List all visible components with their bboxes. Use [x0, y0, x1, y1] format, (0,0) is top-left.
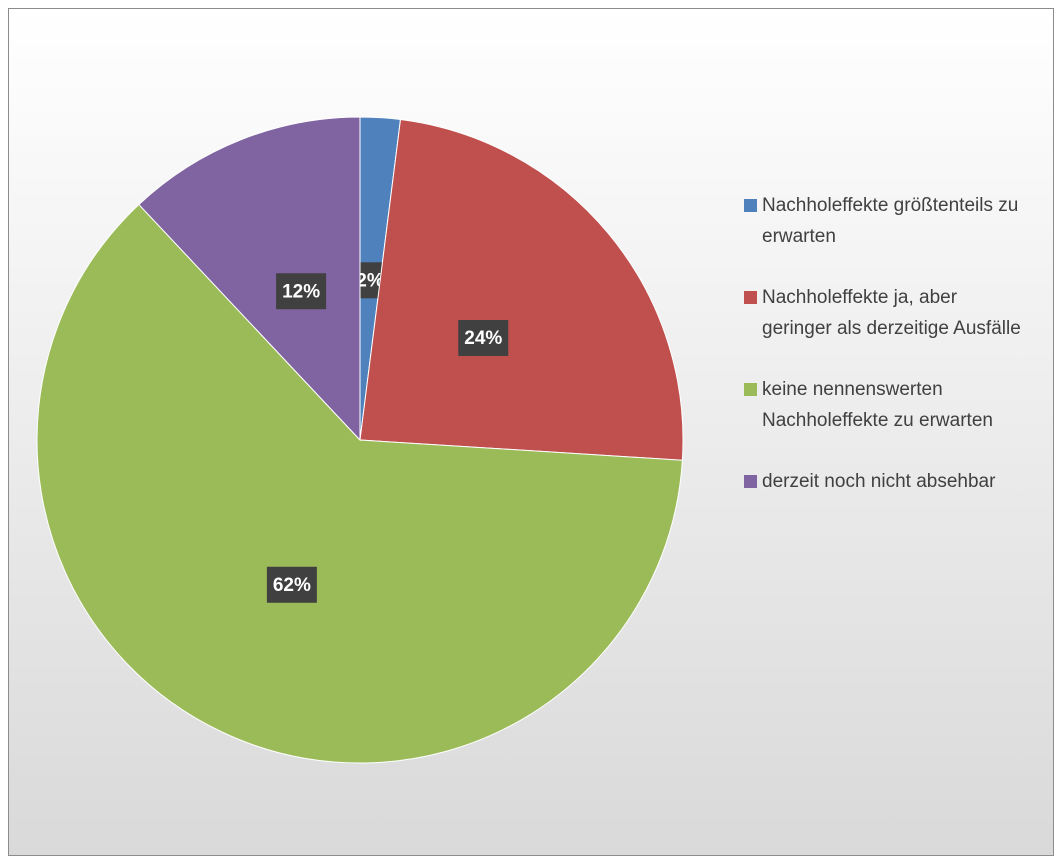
data-label-box [458, 320, 509, 357]
data-label-box [266, 566, 317, 603]
legend-item: keine nennenswerten Nachholeffekte zu er… [738, 374, 1028, 436]
legend-label: Nachholeffekte ja, aber geringer als der… [762, 287, 1021, 339]
pie-slice [359, 118, 684, 461]
data-label: 12% [282, 281, 320, 302]
data-label: 2% [356, 270, 384, 291]
legend-swatch [744, 383, 757, 396]
legend-label: keine nennenswerten Nachholeffekte zu er… [762, 379, 993, 431]
legend-swatch [744, 291, 757, 304]
legend-label: derzeit noch nicht absehbar [762, 471, 996, 492]
data-label: 62% [273, 575, 311, 596]
pie-slice [36, 203, 683, 764]
legend: Nachholeffekte größtenteils zu erwarten N… [738, 190, 1028, 527]
pie-slice [138, 116, 361, 442]
legend-item: derzeit noch nicht absehbar [738, 466, 1028, 497]
legend-label: Nachholeffekte größtenteils zu erwarten [762, 195, 1019, 247]
legend-swatch [744, 199, 757, 212]
legend-item: Nachholeffekte ja, aber geringer als der… [738, 282, 1028, 344]
data-label-box [276, 273, 327, 310]
legend-swatch [744, 475, 757, 488]
data-label: 24% [464, 328, 502, 349]
legend-item: Nachholeffekte größtenteils zu erwarten [738, 190, 1028, 252]
